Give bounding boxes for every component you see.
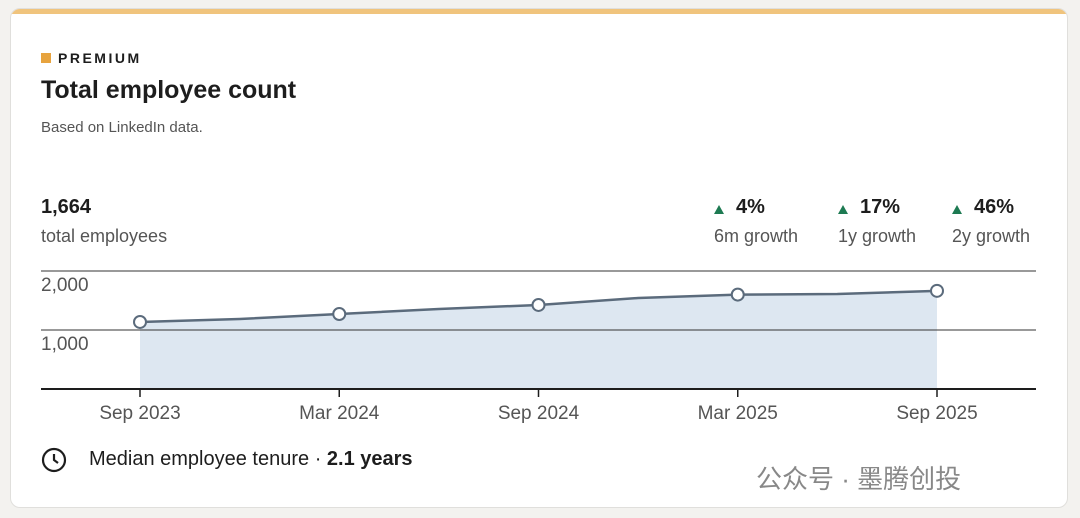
growth-value: 4% <box>736 196 765 218</box>
summary-label: total employees <box>41 226 168 246</box>
clock-svg <box>41 447 67 473</box>
chart: 1,000 2,000 Sep 2023 Mar 2024 Sep 2024 Mar 20… <box>41 270 1036 424</box>
tenure: Median employee tenure · 2.1 years <box>89 448 413 471</box>
watermark: 公众号 · 墨腾创投 <box>756 464 962 494</box>
point <box>930 283 944 298</box>
employee-card: PREMIUM Total employee count Based on Li… <box>10 8 1068 508</box>
growth-label: 1y growth <box>838 226 917 246</box>
x-tick-label: Sep 2024 <box>498 403 580 424</box>
point <box>133 314 147 329</box>
growth-arrow <box>714 205 724 214</box>
subtitle: Based on LinkedIn data. <box>41 119 203 136</box>
x-tick-label: Sep 2023 <box>99 403 180 424</box>
growth-value: 46% <box>974 196 1015 218</box>
y-tick-label: 2,000 <box>41 275 89 296</box>
growth-label: 2y growth <box>952 226 1031 246</box>
point <box>332 307 347 322</box>
title: Total employee count <box>41 76 297 104</box>
growth-arrow <box>952 205 962 214</box>
y-tick-label: 1,000 <box>41 334 89 355</box>
premium-stripe <box>11 9 1067 14</box>
tenure-label: Median employee tenure · <box>89 448 327 470</box>
clock-icon <box>41 447 67 473</box>
growth-arrow <box>838 205 848 214</box>
premium-badge: PREMIUM <box>58 50 142 66</box>
premium-icon <box>41 53 51 63</box>
x-tick-label: Sep 2025 <box>896 403 977 424</box>
x-tick-label: Mar 2025 <box>698 403 778 424</box>
tenure-value: 2.1 years <box>326 448 413 470</box>
growth-label: 6m growth <box>714 226 799 246</box>
point <box>730 287 745 302</box>
growth-value: 17% <box>860 196 901 218</box>
x-tick-label: Mar 2024 <box>299 403 380 424</box>
summary-value: 1,664 <box>41 196 92 218</box>
point <box>531 297 546 312</box>
